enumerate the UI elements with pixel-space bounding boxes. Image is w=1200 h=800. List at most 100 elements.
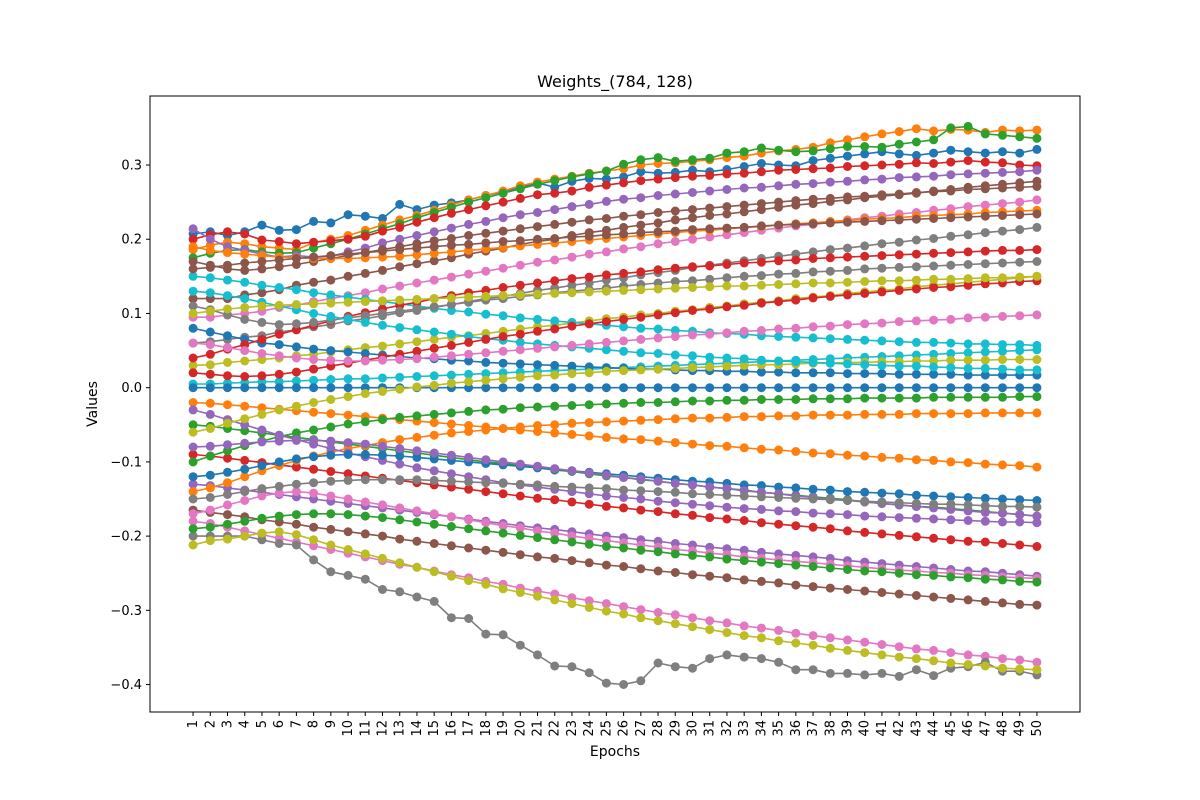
- data-point: [739, 300, 749, 310]
- series-4: [188, 156, 1042, 249]
- data-point: [464, 576, 474, 586]
- data-point: [619, 222, 629, 232]
- data-point: [429, 275, 439, 285]
- data-point: [343, 419, 353, 429]
- data-point: [412, 432, 422, 442]
- data-point: [188, 472, 198, 482]
- data-point: [601, 470, 611, 480]
- x-tick-label: 45: [944, 720, 959, 737]
- data-point: [533, 208, 542, 217]
- data-point: [326, 444, 336, 453]
- data-point: [429, 302, 439, 312]
- data-point: [429, 371, 439, 381]
- data-point: [360, 439, 370, 449]
- data-point: [911, 158, 921, 168]
- data-point: [670, 438, 680, 448]
- data-point: [808, 448, 818, 458]
- data-point: [774, 165, 784, 175]
- data-point: [980, 363, 990, 373]
- data-point: [343, 510, 353, 520]
- data-point: [343, 494, 353, 504]
- data-point: [360, 268, 370, 278]
- data-point: [1015, 501, 1025, 511]
- data-point: [670, 215, 680, 225]
- x-tick-label: 11: [358, 720, 373, 737]
- data-point: [550, 288, 560, 298]
- data-point: [774, 519, 784, 529]
- data-point: [1032, 222, 1042, 232]
- data-point: [515, 329, 525, 339]
- data-point: [911, 383, 921, 393]
- data-point: [481, 348, 491, 358]
- data-point: [980, 259, 990, 269]
- data-point: [653, 383, 663, 393]
- data-point: [670, 478, 680, 488]
- data-point: [429, 256, 439, 266]
- data-point: [498, 521, 508, 531]
- data-point: [601, 383, 611, 393]
- data-point: [412, 337, 422, 347]
- data-point: [257, 535, 267, 545]
- data-point: [808, 522, 818, 532]
- data-point: [791, 447, 801, 456]
- y-axis-label: Values: [85, 381, 101, 427]
- data-point: [378, 441, 387, 451]
- data-point: [223, 357, 232, 367]
- data-point: [808, 156, 818, 166]
- data-point: [636, 334, 646, 344]
- data-point: [533, 360, 542, 370]
- data-point: [860, 586, 870, 596]
- data-point: [395, 451, 405, 461]
- data-point: [412, 278, 422, 288]
- data-point: [946, 260, 956, 270]
- data-point: [481, 518, 491, 528]
- data-point: [653, 436, 663, 446]
- data-point: [378, 309, 387, 318]
- data-point: [929, 274, 939, 284]
- data-point: [291, 435, 301, 445]
- series-14: [188, 450, 1042, 551]
- x-tick-label: 16: [444, 720, 459, 737]
- data-point: [291, 367, 301, 377]
- data-point: [739, 222, 749, 232]
- data-point: [205, 451, 215, 461]
- data-point: [326, 409, 336, 419]
- data-point: [395, 372, 405, 382]
- data-point: [946, 349, 956, 358]
- data-point: [343, 570, 353, 580]
- data-point: [739, 162, 749, 171]
- data-point: [756, 654, 766, 664]
- data-point: [980, 129, 990, 139]
- data-point: [464, 377, 474, 387]
- data-point: [205, 398, 215, 408]
- data-point: [464, 231, 474, 240]
- data-point: [188, 420, 198, 430]
- data-point: [360, 511, 370, 521]
- data-point: [929, 234, 939, 243]
- data-point: [601, 678, 611, 688]
- data-point: [395, 558, 405, 568]
- data-point: [739, 395, 749, 405]
- data-point: [774, 445, 784, 455]
- data-point: [1015, 311, 1025, 321]
- data-point: [894, 139, 904, 149]
- data-point: [963, 121, 973, 131]
- data-point: [911, 172, 921, 182]
- data-point: [688, 550, 697, 560]
- data-point: [705, 616, 715, 626]
- data-point: [946, 648, 956, 658]
- data-point: [515, 479, 525, 489]
- data-point: [567, 662, 577, 672]
- data-point: [343, 234, 353, 244]
- data-point: [619, 434, 629, 444]
- data-point: [309, 464, 319, 474]
- data-point: [326, 422, 336, 432]
- x-tick-label: 18: [479, 720, 494, 737]
- data-point: [360, 356, 370, 366]
- data-point: [636, 613, 646, 623]
- data-point: [223, 478, 232, 488]
- data-point: [223, 418, 232, 428]
- data-point: [1032, 665, 1042, 675]
- data-point: [722, 148, 732, 158]
- data-point: [894, 237, 904, 247]
